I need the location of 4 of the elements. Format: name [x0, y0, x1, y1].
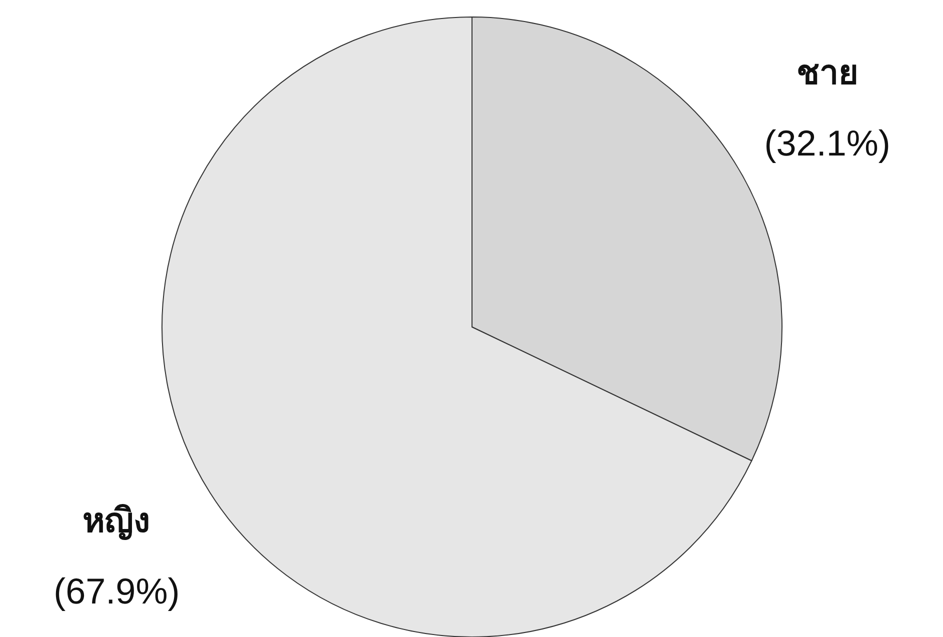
- data-label: (67.9%): [54, 570, 180, 612]
- data-label: (32.1%): [764, 122, 890, 164]
- slice-label: ชาย: [796, 53, 858, 94]
- slice-label: หญิง: [82, 500, 151, 541]
